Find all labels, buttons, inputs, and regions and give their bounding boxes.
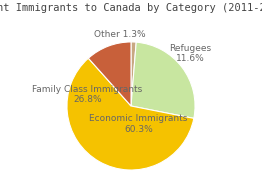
- Title: Recent Immigrants to Canada by Category (2011-2016): Recent Immigrants to Canada by Category …: [0, 3, 262, 13]
- Wedge shape: [67, 58, 194, 170]
- Wedge shape: [131, 42, 195, 118]
- Text: Family Class Immigrants
26.8%: Family Class Immigrants 26.8%: [32, 85, 143, 104]
- Wedge shape: [88, 42, 131, 106]
- Text: Refugees
11.6%: Refugees 11.6%: [169, 44, 211, 63]
- Text: Other 1.3%: Other 1.3%: [94, 30, 145, 39]
- Wedge shape: [131, 42, 136, 106]
- Text: Economic Immigrants
60.3%: Economic Immigrants 60.3%: [90, 114, 188, 134]
